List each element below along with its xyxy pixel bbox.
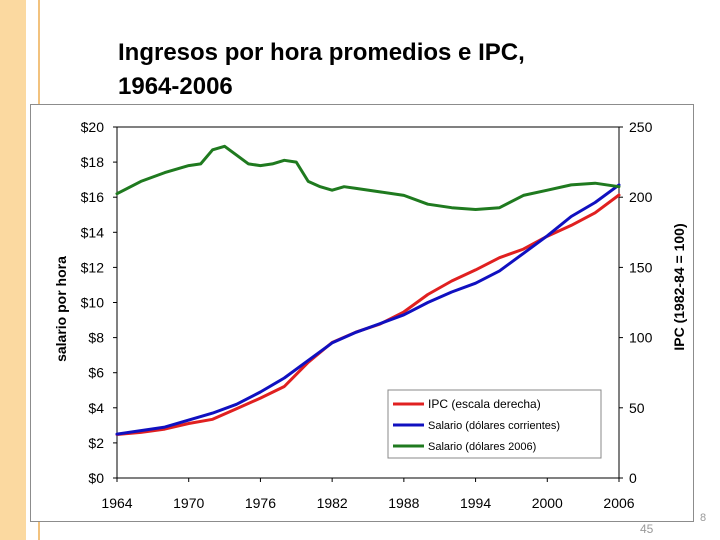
- y2-tick-label: 200: [629, 189, 653, 205]
- slide-title-line-2: 1964-2006: [118, 73, 233, 100]
- y-axis-label: salario por hora: [53, 256, 69, 362]
- x-tick-label: 2006: [603, 495, 634, 511]
- y-tick-label: $0: [88, 470, 104, 486]
- y2-tick-label: 100: [629, 330, 653, 346]
- line-chart: $0 $2 $4 $6 $8 $10 $12 $14 $16 $18 $20 0 50 100 150 200…: [53, 119, 687, 511]
- x-tick-label: 1988: [388, 495, 419, 511]
- series-line-3: [115, 144, 621, 211]
- legend-label: Salario (dólares 2006): [428, 441, 536, 453]
- y2-tick-label: 50: [629, 400, 645, 416]
- y2-tick-label: 250: [629, 119, 653, 135]
- x-tick-label: 1982: [317, 495, 348, 511]
- y-tick-label: $18: [81, 154, 105, 170]
- series-line-2: [115, 183, 621, 436]
- y-tick-label: $10: [81, 295, 105, 311]
- y-tick-label: $8: [88, 330, 104, 346]
- y-tick-label: $4: [88, 400, 104, 416]
- y-tick-label: $14: [81, 224, 105, 240]
- chart-series: [115, 144, 621, 436]
- x-tick-label: 1994: [460, 495, 491, 511]
- slide-title: Ingresos por hora promedios e IPC, 1964-…: [118, 36, 678, 104]
- legend-label: IPC (escala derecha): [428, 397, 541, 411]
- x-tick-label: 1976: [245, 495, 276, 511]
- y2-axis-label: IPC (1982-84 = 100): [671, 223, 687, 350]
- y2-tick-label: 150: [629, 259, 653, 275]
- x-tick-label: 1970: [173, 495, 204, 511]
- y-tick-label: $6: [88, 365, 104, 381]
- y-tick-label: $2: [88, 435, 104, 451]
- y-tick-label: $16: [81, 189, 105, 205]
- x-tick-label: 2000: [532, 495, 563, 511]
- chart-frame: $0 $2 $4 $6 $8 $10 $12 $14 $16 $18 $20 0 50 100 150 200…: [30, 104, 694, 522]
- y-tick-label: $12: [81, 259, 105, 275]
- legend-label: Salario (dólares corrientes): [428, 420, 560, 432]
- x-tick-label: 1964: [101, 495, 132, 511]
- corner-mark: 8: [700, 512, 707, 524]
- slide-title-line-1: Ingresos por hora promedios e IPC,: [118, 39, 525, 66]
- decorative-side-band: [0, 0, 26, 540]
- y2-tick-label: 0: [629, 470, 637, 486]
- page-number: 45: [640, 522, 654, 536]
- y-tick-label: $20: [81, 119, 105, 135]
- chart-axes: $0 $2 $4 $6 $8 $10 $12 $14 $16 $18 $20 0 50 100 150 200…: [81, 119, 653, 511]
- chart-legend: IPC (escala derecha) Salario (dólares cor…: [387, 389, 602, 459]
